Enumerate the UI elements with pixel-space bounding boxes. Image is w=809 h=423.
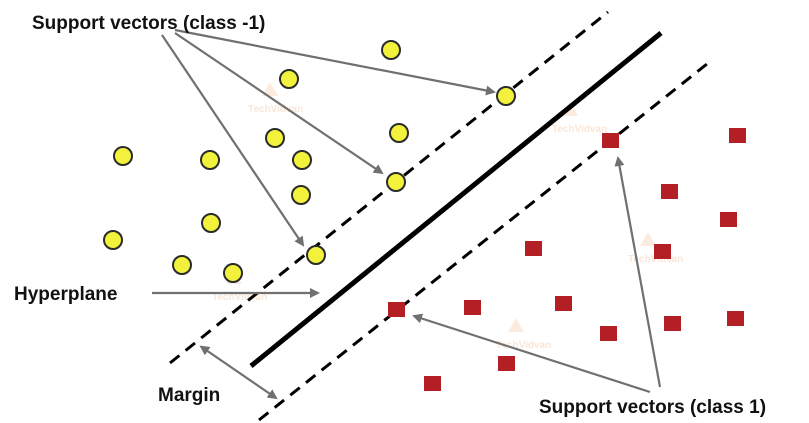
label-support-vectors-pos: Support vectors (class 1) [539,397,766,418]
class-neg-point [200,150,220,170]
class-pos-point [654,244,671,259]
class-pos-point [661,184,678,199]
hyperplane-line [249,31,663,368]
arrow-support-neg-1 [174,28,496,96]
class-pos-point support-vector [388,302,405,317]
class-neg-point [103,230,123,250]
class-neg-point [292,150,312,170]
class-pos-point [555,296,572,311]
class-neg-point [223,263,243,283]
watermark-logo-icon [640,232,656,246]
class-pos-points [388,128,746,391]
watermark-text: TechVidvan [496,340,551,351]
class-pos-point [600,326,617,341]
class-neg-point [113,146,133,166]
watermark-logo-icon [508,318,524,332]
class-pos-point [664,316,681,331]
annotation-arrows [152,28,662,400]
class-neg-point [381,40,401,60]
class-neg-point support-vector [386,172,406,192]
arrow-margin [199,345,278,400]
class-neg-point [172,255,192,275]
class-neg-point support-vector [496,86,516,106]
class-neg-point [291,185,311,205]
class-pos-point [424,376,441,391]
watermark-logo-icon [262,82,278,96]
class-neg-point support-vector [306,245,326,265]
class-neg-point [265,128,285,148]
class-neg-points [103,40,516,283]
label-margin: Margin [158,385,220,406]
arrow-support-neg-3 [161,34,305,247]
arrow-support-pos-2 [412,313,651,394]
class-pos-point support-vector [602,133,619,148]
watermark-text: TechVidvan [628,254,683,265]
watermark-text: TechVidvan [212,292,267,303]
class-neg-point [279,69,299,89]
watermark-text: TechVidvan [248,104,303,115]
class-pos-point [729,128,746,143]
watermark-text: TechVidvan [552,124,607,135]
margin-line-lower [258,58,713,422]
class-pos-point [498,356,515,371]
class-pos-point [727,311,744,326]
class-neg-point [201,213,221,233]
label-support-vectors-neg: Support vectors (class -1) [32,13,265,34]
label-hyperplane: Hyperplane [14,284,117,305]
class-pos-point [525,241,542,256]
arrow-support-pos-1 [614,156,662,388]
arrow-support-neg-2 [174,32,384,175]
class-pos-point [720,212,737,227]
class-neg-point [389,123,409,143]
class-pos-point [464,300,481,315]
